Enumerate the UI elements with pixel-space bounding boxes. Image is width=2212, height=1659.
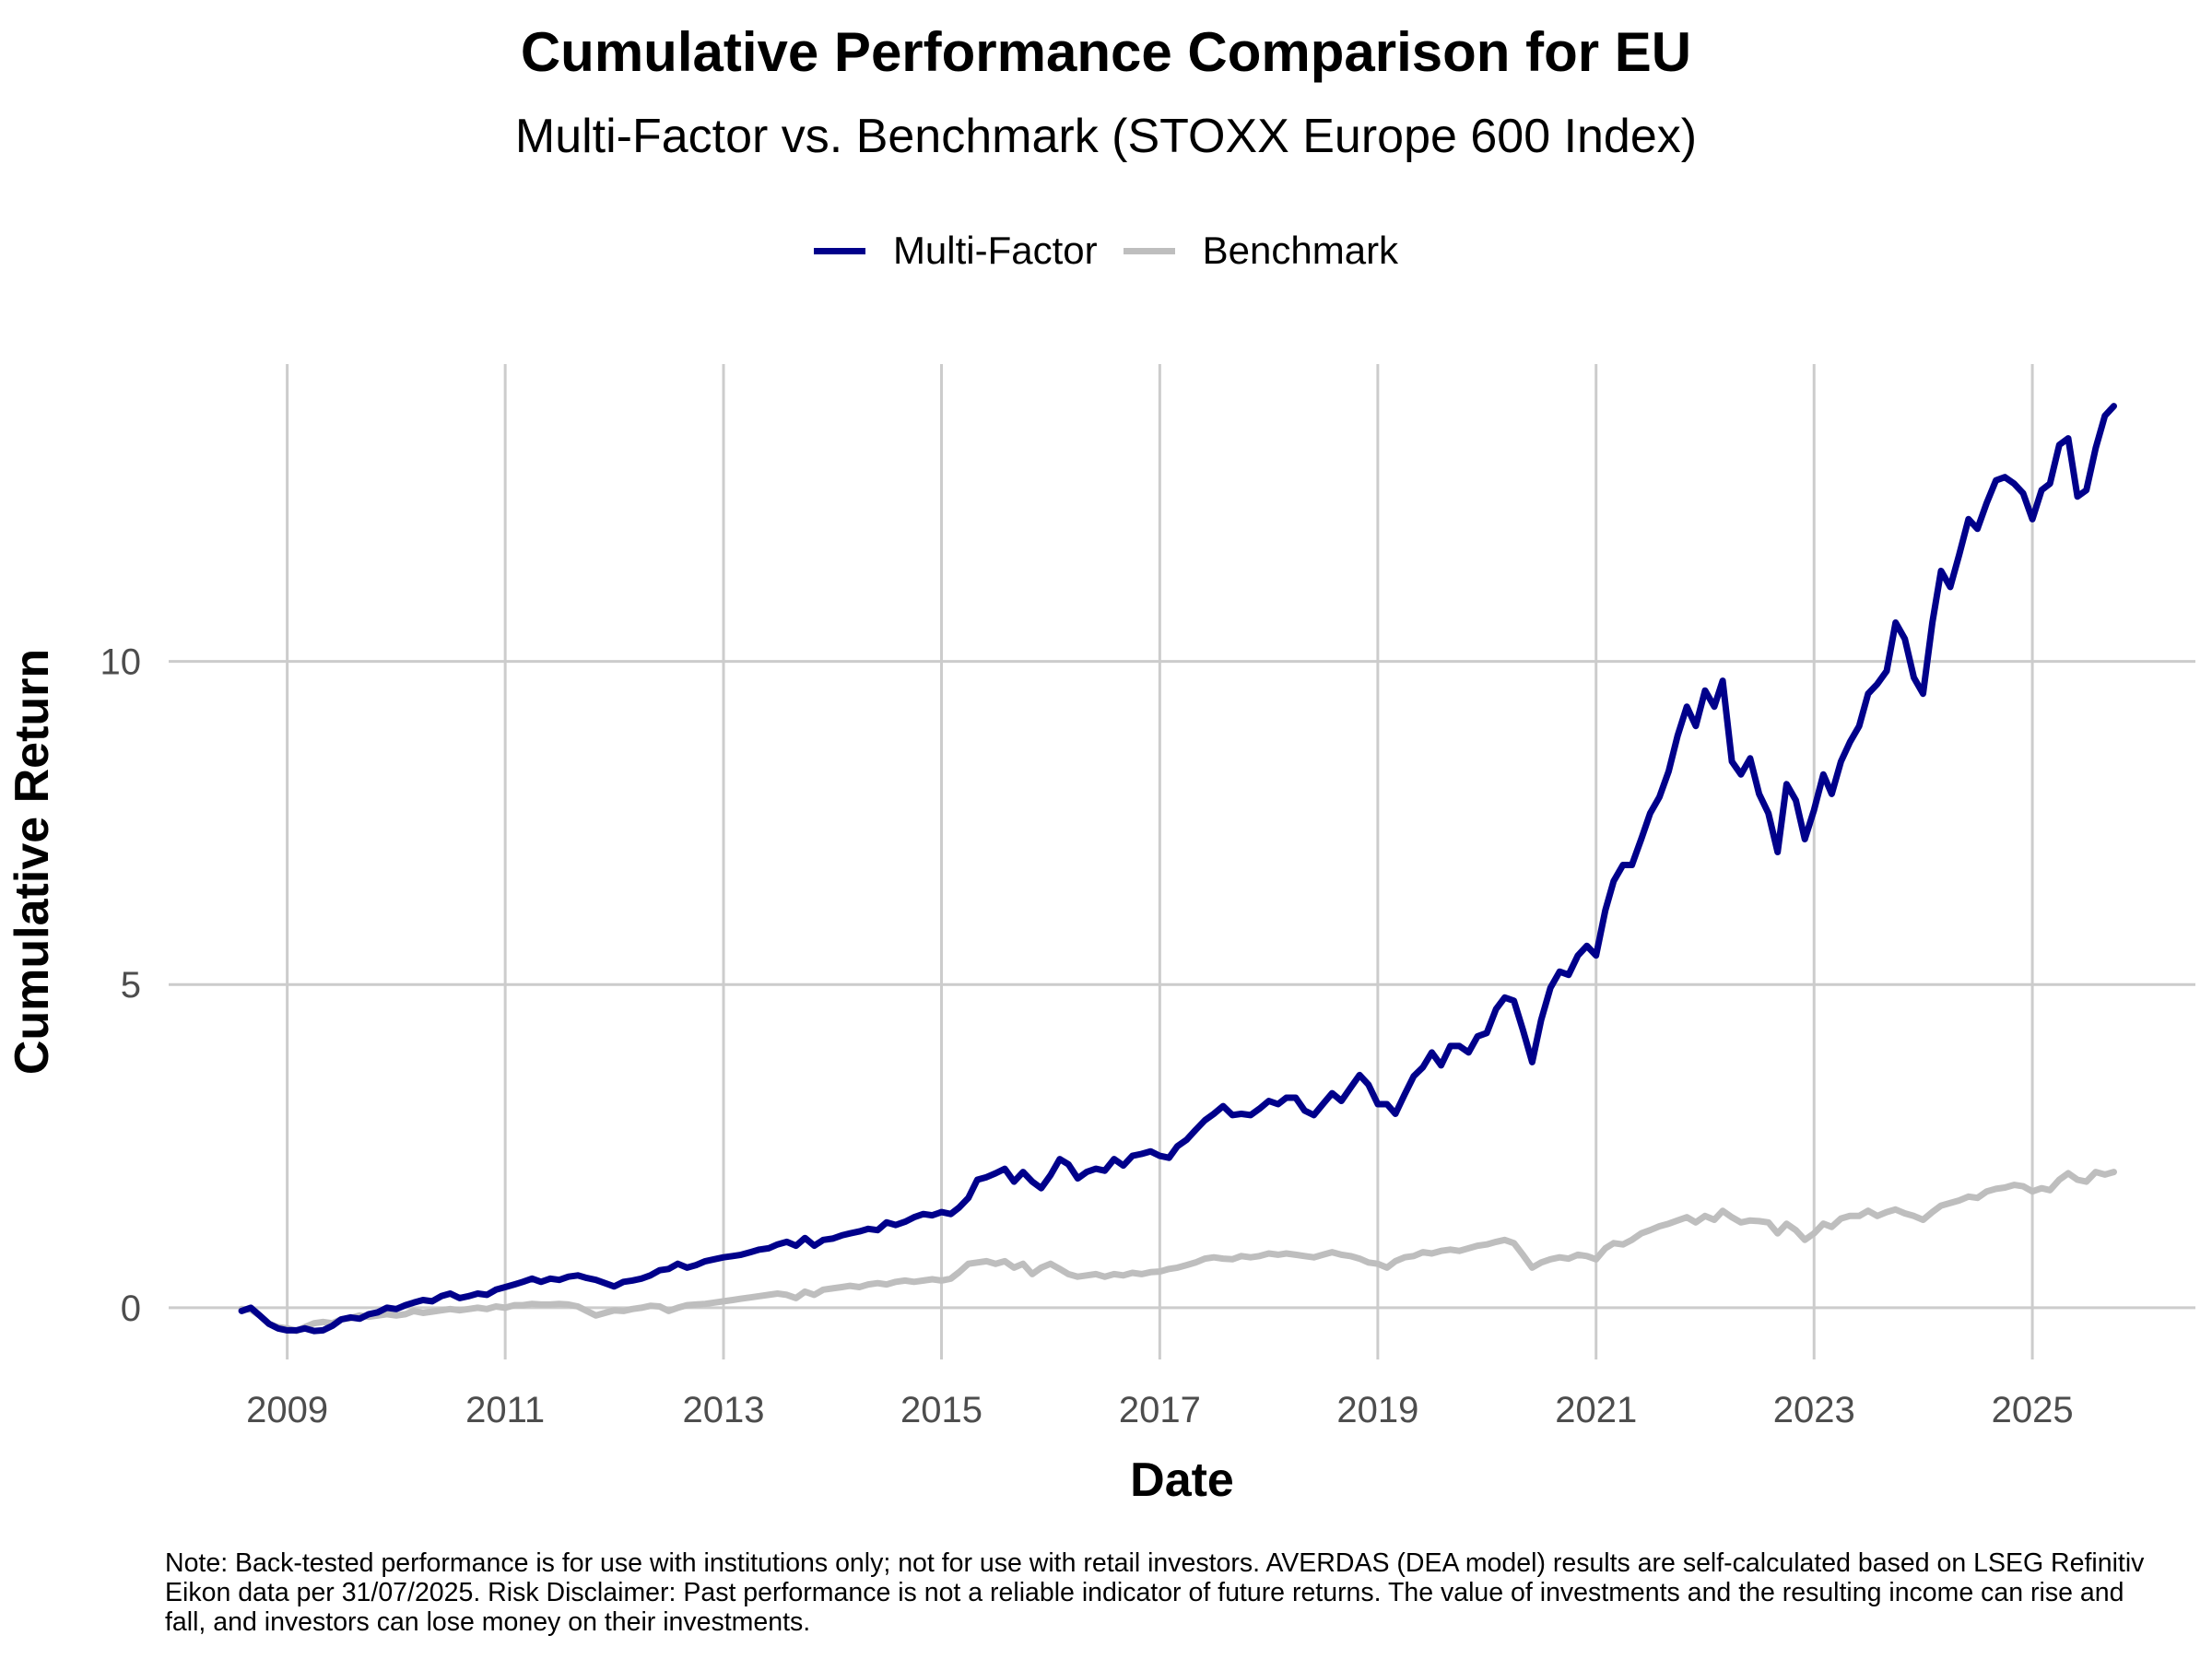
axis-labels: 2009 2011 2013 2015 2017 2019 2021 2023 2025 0 5 10… <box>6 642 2074 1507</box>
legend-item-multi-factor: Multi-Factor <box>813 229 1098 273</box>
x-tick-label-2019: 2019 <box>1336 1390 1418 1430</box>
chart-title: Cumulative Performance Comparison for EU <box>520 21 1692 83</box>
x-tick-label-2009: 2009 <box>246 1390 328 1430</box>
legend-label-multi-factor: Multi-Factor <box>892 229 1098 272</box>
legend: Multi-Factor Benchmark <box>0 229 2212 273</box>
legend-item-benchmark: Benchmark <box>1123 229 1399 273</box>
x-tick-label-2025: 2025 <box>1992 1390 2074 1430</box>
legend-key-multi-factor <box>813 247 865 254</box>
chart-subtitle: Multi-Factor vs. Benchmark (STOXX Europe… <box>514 110 1698 163</box>
x-tick-label-2015: 2015 <box>900 1390 982 1430</box>
y-tick-label-5: 5 <box>121 965 141 1006</box>
x-tick-label-2021: 2021 <box>1555 1390 1637 1430</box>
series-line-multi-factor <box>238 403 2117 1335</box>
x-tick-label-2017: 2017 <box>1119 1390 1201 1430</box>
y-tick-label-0: 0 <box>121 1288 141 1329</box>
x-tick-label-2013: 2013 <box>683 1390 765 1430</box>
legend-label-benchmark: Benchmark <box>1202 229 1399 272</box>
plot-area: 2009 2011 2013 2015 2017 2019 2021 2023 2025 0 5 10… <box>6 364 2195 1507</box>
series-lines <box>238 403 2117 1335</box>
y-tick-label-10: 10 <box>100 642 142 683</box>
series-line-benchmark <box>238 1169 2117 1335</box>
x-tick-label-2011: 2011 <box>465 1390 545 1430</box>
legend-key-benchmark <box>1123 247 1175 254</box>
x-tick-label-2023: 2023 <box>1773 1390 1855 1430</box>
footnote: Note: Back-tested performance is for use… <box>165 1548 2145 1637</box>
y-axis-title: Cumulative Return <box>6 649 59 1075</box>
x-axis-title: Date <box>1130 1453 1234 1507</box>
